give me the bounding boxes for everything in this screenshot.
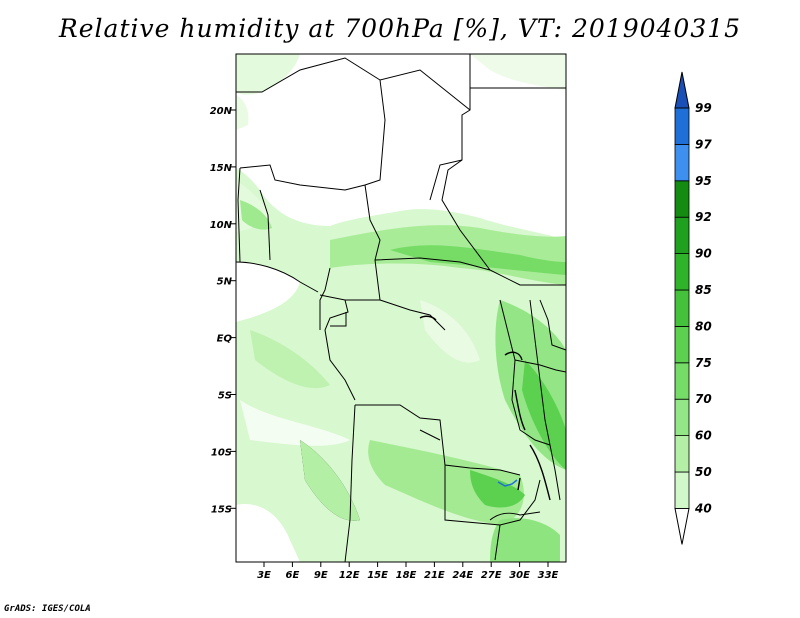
lon-tick-label: 3E xyxy=(257,570,271,581)
lat-tick-label: 5S xyxy=(218,391,232,402)
lon-tick-label: 21E xyxy=(424,570,445,581)
lon-axis: 3E 6E 9E 12E 15E 18E 21E 24E 27E 30E 33E xyxy=(257,562,559,581)
lon-tick-label: 24E xyxy=(452,570,473,581)
colorbar-segment xyxy=(674,253,690,291)
colorbar-label: 70 xyxy=(695,392,712,406)
colorbar-segment xyxy=(674,107,690,145)
colorbar-min-triangle xyxy=(674,507,690,545)
lat-tick-label: 10S xyxy=(211,447,232,458)
footer-credit: GrADS: IGES/COLA xyxy=(4,604,91,614)
lon-tick-label: 12E xyxy=(339,570,360,581)
lon-tick-label: 6E xyxy=(286,570,300,581)
colorbar-label: 80 xyxy=(695,319,712,333)
lakes xyxy=(419,315,551,501)
colorbar-segment xyxy=(674,435,690,473)
lon-tick-label: 15E xyxy=(367,570,388,581)
blue-patch xyxy=(497,479,518,487)
lon-tick-label: 18E xyxy=(396,570,417,581)
colorbar-segment xyxy=(674,180,690,218)
lat-tick-label: 20N xyxy=(210,106,233,117)
colorbar-label: 60 xyxy=(695,429,712,443)
colorbar-label: 99 xyxy=(695,101,712,115)
colorbar-label: 90 xyxy=(695,247,712,261)
colorbar-label: 85 xyxy=(695,283,712,297)
map-title: Relative humidity at 700hPa [%], VT: 201… xyxy=(58,14,742,43)
lat-tick-label: 5N xyxy=(217,277,233,288)
map-frame xyxy=(235,53,567,563)
colorbar-segment xyxy=(674,398,690,437)
colorbar-segment xyxy=(674,289,690,327)
colorbar-max-triangle xyxy=(674,71,690,109)
lon-tick-label: 27E xyxy=(481,570,502,581)
colorbar-segment xyxy=(674,362,690,400)
lon-tick-label: 9E xyxy=(314,570,328,581)
colorbar: 40 50 60 70 75 80 85 90 92 95 97 99 xyxy=(674,71,712,545)
lon-tick-label: 33E xyxy=(538,570,559,581)
colorbar-label: 97 xyxy=(695,137,712,151)
colorbar-segment xyxy=(674,325,690,364)
lat-tick-label: 15S xyxy=(211,504,232,515)
colorbar-segment xyxy=(674,471,690,509)
country-borders xyxy=(236,54,566,562)
lat-axis: 20N 15N 10N 5N EQ 5S 10S 15S xyxy=(210,106,236,515)
colorbar-label: 40 xyxy=(694,501,712,515)
lat-tick-label: EQ xyxy=(217,334,233,345)
colorbar-segment xyxy=(674,143,690,182)
colorbar-label: 92 xyxy=(695,210,712,224)
colorbar-label: 95 xyxy=(695,174,712,188)
colorbar-label: 75 xyxy=(695,356,712,370)
colorbar-segment xyxy=(674,216,690,254)
colorbar-label: 50 xyxy=(695,465,712,479)
humidity-field xyxy=(236,54,566,562)
lon-tick-label: 30E xyxy=(509,570,530,581)
lat-tick-label: 15N xyxy=(210,163,233,174)
lat-tick-label: 10N xyxy=(210,220,233,231)
